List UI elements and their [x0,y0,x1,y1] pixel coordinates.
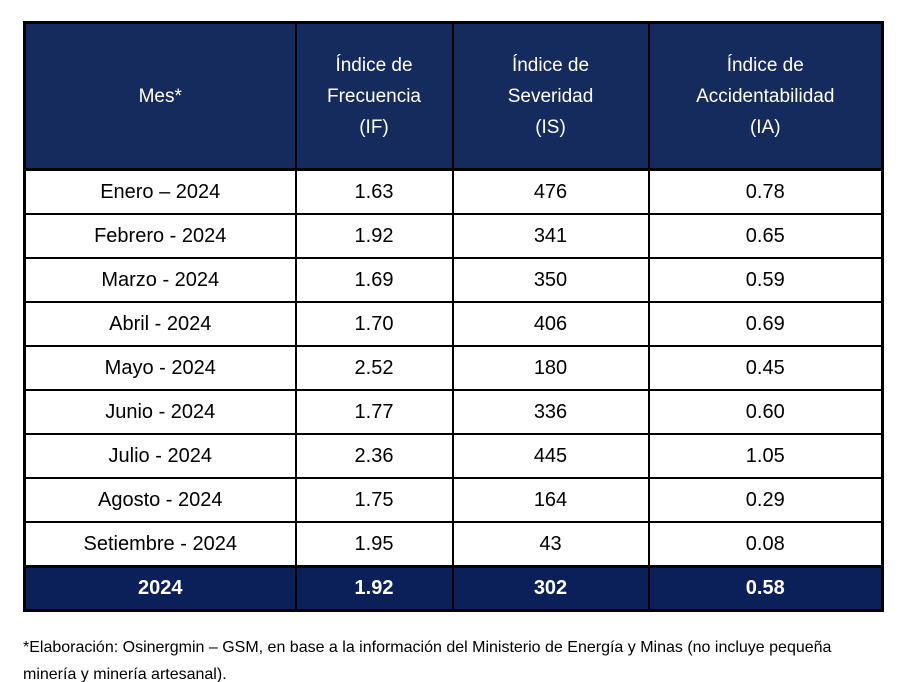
cell-mes: Julio - 2024 [23,433,297,479]
cell-is: 350 [451,257,650,303]
column-header-indice-frecuencia: Índice de Frecuencia (IF) [294,21,454,171]
cell-if: 2.52 [294,345,454,391]
cell-is: 43 [451,521,650,568]
cell-ia: 0.45 [647,345,884,391]
total-cell-if: 1.92 [294,565,454,612]
cell-if: 1.70 [294,301,454,347]
cell-if: 1.63 [294,168,454,215]
total-cell-ia: 0.58 [647,565,884,612]
column-header-indice-accidentabilidad: Índice de Accidentabilidad (IA) [647,21,884,171]
cell-ia: 0.69 [647,301,884,347]
cell-mes: Mayo - 2024 [23,345,297,391]
table-body: Enero – 2024 1.63 476 0.78 Febrero - 202… [23,168,884,568]
table-row: Marzo - 2024 1.69 350 0.59 [23,257,884,303]
cell-mes: Junio - 2024 [23,389,297,435]
cell-mes: Agosto - 2024 [23,477,297,523]
cell-is: 180 [451,345,650,391]
total-row: 2024 1.92 302 0.58 [23,565,884,612]
cell-if: 1.92 [294,213,454,259]
cell-mes: Febrero - 2024 [23,213,297,259]
cell-is: 445 [451,433,650,479]
cell-mes: Setiembre - 2024 [23,521,297,568]
cell-ia: 1.05 [647,433,884,479]
table-row: Agosto - 2024 1.75 164 0.29 [23,477,884,523]
cell-if: 1.95 [294,521,454,568]
cell-ia: 0.60 [647,389,884,435]
cell-ia: 0.29 [647,477,884,523]
cell-is: 336 [451,389,650,435]
table-row: Julio - 2024 2.36 445 1.05 [23,433,884,479]
table-row: Junio - 2024 1.77 336 0.60 [23,389,884,435]
source-footnote: *Elaboración: Osinergmin – GSM, en base … [23,639,832,682]
cell-mes: Enero – 2024 [23,168,297,215]
total-cell-is: 302 [451,565,650,612]
cell-ia: 0.08 [647,521,884,568]
cell-if: 1.75 [294,477,454,523]
cell-is: 164 [451,477,650,523]
table-row: Setiembre - 2024 1.95 43 0.08 [23,521,884,568]
table-row: Mayo - 2024 2.52 180 0.45 [23,345,884,391]
table-header: Mes* Índice de Frecuencia (IF) Índice de… [23,21,884,171]
cell-ia: 0.59 [647,257,884,303]
cell-if: 2.36 [294,433,454,479]
cell-ia: 0.65 [647,213,884,259]
table-row: Febrero - 2024 1.92 341 0.65 [23,213,884,259]
column-header-mes: Mes* [23,21,297,171]
safety-indices-table: Mes* Índice de Frecuencia (IF) Índice de… [23,21,884,612]
cell-is: 406 [451,301,650,347]
table-row: Abril - 2024 1.70 406 0.69 [23,301,884,347]
header-row: Mes* Índice de Frecuencia (IF) Índice de… [23,21,884,171]
total-cell-year: 2024 [23,565,297,612]
cell-if: 1.69 [294,257,454,303]
cell-mes: Marzo - 2024 [23,257,297,303]
table-row: Enero – 2024 1.63 476 0.78 [23,168,884,215]
cell-if: 1.77 [294,389,454,435]
table-footer: 2024 1.92 302 0.58 [23,565,884,612]
cell-ia: 0.78 [647,168,884,215]
column-header-indice-severidad: Índice de Severidad (IS) [451,21,650,171]
cell-is: 476 [451,168,650,215]
cell-mes: Abril - 2024 [23,301,297,347]
cell-is: 341 [451,213,650,259]
